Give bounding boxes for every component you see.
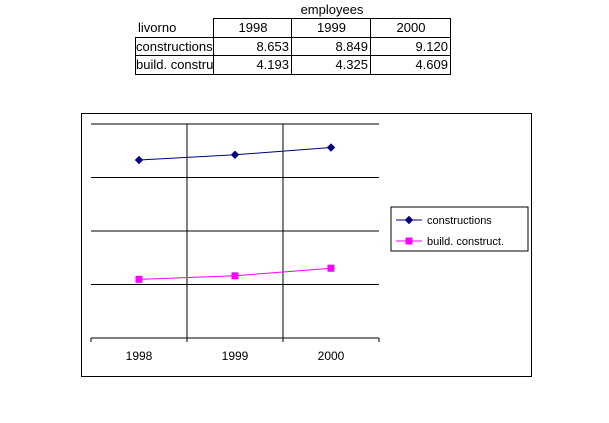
data-point bbox=[230, 150, 240, 159]
table-header-year-2000: 2000 bbox=[396, 20, 426, 35]
table-row-label: constructions bbox=[136, 39, 213, 54]
legend-label: build. construct. bbox=[427, 236, 504, 248]
table-border bbox=[450, 18, 451, 75]
table-border bbox=[213, 18, 214, 75]
x-tick-label: 1998 bbox=[126, 349, 153, 363]
chart-axis: 1998 1999 2000 bbox=[90, 337, 380, 363]
table-corner-label: livorno bbox=[138, 20, 177, 35]
table-border bbox=[135, 37, 451, 38]
data-point bbox=[231, 272, 239, 280]
table-cell: 8.849 bbox=[335, 39, 368, 54]
chart-legend: constructions build. construct. bbox=[390, 206, 529, 252]
x-tick-label: 2000 bbox=[318, 349, 345, 363]
legend-swatch-marker bbox=[404, 215, 414, 225]
table-header-year-1999: 1999 bbox=[317, 20, 346, 35]
table-cell: 4.325 bbox=[335, 57, 368, 72]
table-cell: 9.120 bbox=[415, 39, 448, 54]
data-point bbox=[326, 143, 336, 152]
table-title: employees bbox=[300, 2, 364, 17]
table-border bbox=[370, 18, 371, 75]
table-border bbox=[291, 18, 292, 75]
legend-swatch-marker bbox=[405, 237, 413, 245]
table-header-year-1998: 1998 bbox=[238, 20, 268, 35]
legend-label: constructions bbox=[427, 215, 492, 227]
data-point bbox=[327, 264, 335, 272]
chart-grid bbox=[91, 123, 379, 342]
table-row-label: build. construct. bbox=[136, 57, 214, 72]
legend-box bbox=[390, 206, 529, 252]
table-border bbox=[135, 74, 451, 75]
x-tick-label: 1999 bbox=[222, 349, 249, 363]
table-border bbox=[135, 37, 136, 75]
table-border bbox=[213, 18, 451, 19]
table-cell: 4.609 bbox=[415, 57, 448, 72]
chart-series bbox=[134, 143, 336, 283]
table-cell: 8.653 bbox=[256, 39, 289, 54]
data-point bbox=[135, 275, 143, 283]
table-border bbox=[135, 55, 451, 56]
data-point bbox=[134, 155, 144, 165]
table-cell: 4.193 bbox=[256, 57, 289, 72]
